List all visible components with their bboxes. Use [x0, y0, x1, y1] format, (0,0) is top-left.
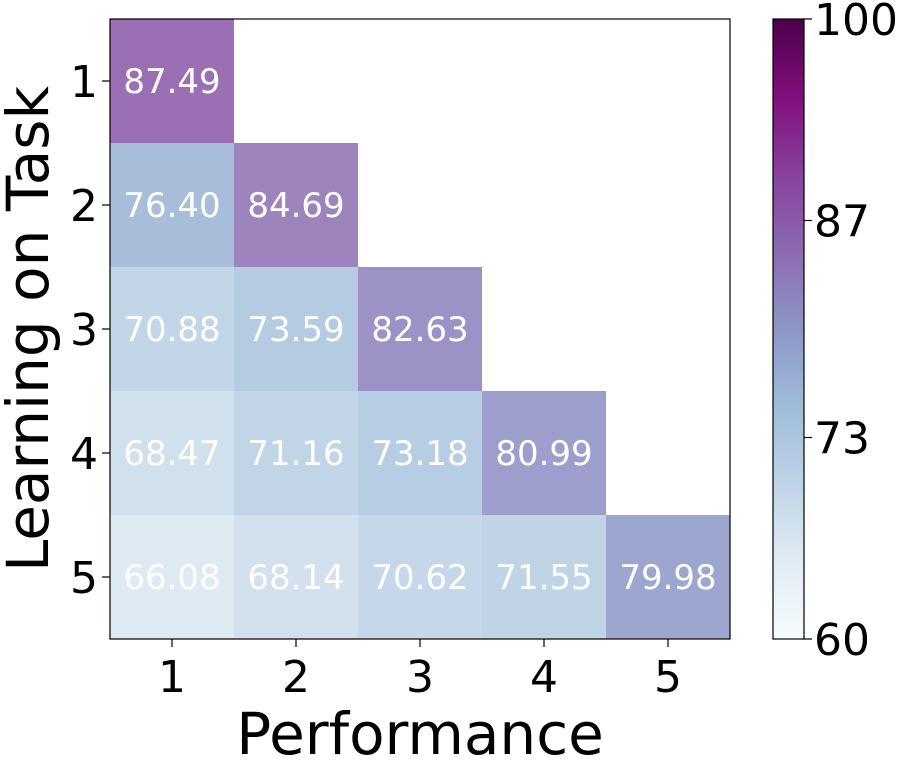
heatmap-cell: [110, 143, 234, 267]
cell-value-label: 84.69: [247, 186, 344, 226]
heatmap-cell: [606, 515, 730, 639]
heatmap-cell: [234, 143, 358, 267]
colorbar: [772, 18, 805, 640]
cell-value-label: 71.55: [495, 558, 592, 598]
heatmap-cell: [234, 391, 358, 515]
cell-value-label: 73.59: [247, 310, 344, 350]
heatmap-cell: [358, 391, 482, 515]
y-tick-label: 4: [70, 429, 98, 480]
y-tick-label: 1: [70, 57, 98, 108]
y-tick-label: 5: [70, 553, 98, 604]
y-tick-label: 2: [70, 181, 98, 232]
colorbar-tick-label: 73: [814, 414, 870, 465]
heatmap-cell: [110, 19, 234, 143]
heatmap-cell: [482, 391, 606, 515]
heatmap-cell: [358, 515, 482, 639]
heatmap-cells: 87.49 76.40 84.69 70.88 73.59 82.63 68.47 71.16…: [110, 19, 730, 639]
heatmap-cell: [358, 267, 482, 391]
x-tick-label: 4: [530, 652, 558, 703]
heatmap-cell: [110, 391, 234, 515]
y-axis-title: Learning on Task: [0, 86, 62, 573]
colorbar-tick-label: 100: [814, 0, 898, 46]
cell-value-label: 70.88: [123, 310, 220, 350]
y-axis-ticks: 1 2 3 4 5: [70, 57, 110, 604]
heatmap-cell: [110, 515, 234, 639]
cell-value-label: 66.08: [123, 558, 220, 598]
cell-value-label: 68.14: [247, 558, 344, 598]
cell-value-label: 76.40: [123, 186, 220, 226]
x-tick-label: 3: [406, 652, 434, 703]
colorbar-ticks: 60 73 87 100: [804, 0, 898, 666]
cell-value-label: 82.63: [371, 310, 468, 350]
heatmap-cell: [482, 515, 606, 639]
x-axis-title: Performance: [236, 700, 604, 768]
cell-value-label: 70.62: [371, 558, 468, 598]
cell-value-label: 68.47: [123, 434, 220, 474]
x-tick-label: 5: [654, 652, 682, 703]
cell-value-label: 73.18: [371, 434, 468, 474]
x-axis-ticks: 1 2 3 4 5: [158, 639, 682, 703]
heatmap-cell: [234, 267, 358, 391]
x-tick-label: 2: [282, 652, 310, 703]
heatmap-cell: [110, 267, 234, 391]
cell-value-label: 80.99: [495, 434, 592, 474]
cell-value-label: 79.98: [619, 558, 716, 598]
cell-value-label: 71.16: [247, 434, 344, 474]
x-tick-label: 1: [158, 652, 186, 703]
colorbar-tick-label: 87: [814, 197, 870, 248]
colorbar-tick-label: 60: [814, 615, 870, 666]
heatmap-cell: [234, 515, 358, 639]
y-tick-label: 3: [70, 305, 98, 356]
cell-value-label: 87.49: [123, 62, 220, 102]
